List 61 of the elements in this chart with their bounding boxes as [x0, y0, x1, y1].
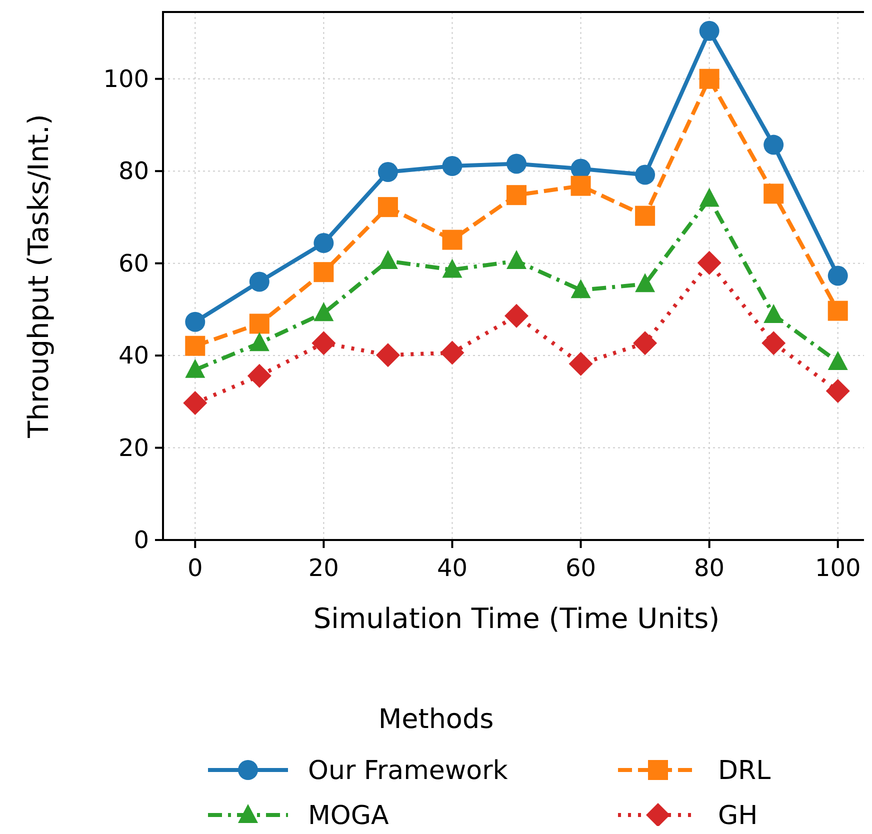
- point: [249, 272, 270, 292]
- point: [185, 336, 206, 356]
- point: [506, 250, 526, 270]
- legend-label: MOGA: [308, 801, 390, 831]
- point: [762, 331, 786, 356]
- legend-label: DRL: [718, 756, 772, 786]
- point: [570, 176, 591, 196]
- point: [183, 391, 208, 416]
- point: [828, 266, 848, 286]
- point: [570, 279, 591, 298]
- point: [826, 379, 850, 404]
- point: [185, 312, 206, 332]
- point: [442, 258, 462, 278]
- point: [378, 162, 398, 182]
- y-axis-title: Throughput (Tasks/Int.): [22, 114, 55, 439]
- point: [506, 185, 526, 206]
- point: [633, 331, 658, 356]
- point: [314, 262, 334, 282]
- point: [314, 233, 334, 254]
- point: [699, 20, 720, 41]
- point: [442, 156, 462, 176]
- y-tick-label: 20: [118, 434, 149, 462]
- point: [314, 302, 334, 322]
- point: [440, 340, 464, 365]
- point: [442, 230, 462, 250]
- y-tick-label: 60: [118, 249, 149, 278]
- point: [699, 68, 720, 89]
- y-tick-label: 100: [103, 64, 149, 93]
- point: [247, 364, 272, 388]
- legend-title: Methods: [378, 704, 494, 735]
- point: [249, 314, 270, 334]
- point: [828, 351, 848, 370]
- point: [185, 358, 206, 378]
- point: [568, 352, 593, 376]
- point: [697, 250, 722, 275]
- point: [699, 188, 720, 207]
- point: [828, 300, 848, 321]
- x-axis-title: Simulation Time (Time Units): [313, 602, 720, 635]
- point: [312, 331, 336, 356]
- point: [764, 184, 784, 204]
- point: [504, 304, 528, 328]
- y-tick-label: 40: [118, 342, 149, 370]
- point: [764, 304, 784, 323]
- point: [635, 273, 656, 292]
- point: [764, 134, 784, 155]
- x-tick-label: 100: [814, 554, 861, 582]
- x-tick-label: 0: [187, 554, 203, 582]
- point: [378, 197, 398, 218]
- legend-label: GH: [718, 801, 758, 831]
- legend-label: Our Framework: [308, 756, 508, 786]
- point: [635, 164, 656, 185]
- y-tick-label: 80: [118, 157, 149, 186]
- point: [506, 154, 526, 174]
- x-tick-label: 80: [694, 554, 725, 582]
- x-tick-label: 60: [566, 554, 596, 582]
- x-tick-label: 20: [308, 554, 339, 582]
- point: [249, 332, 270, 352]
- x-tick-label: 40: [436, 554, 468, 582]
- y-tick-label: 0: [134, 526, 149, 554]
- point: [635, 206, 656, 226]
- point: [376, 343, 400, 368]
